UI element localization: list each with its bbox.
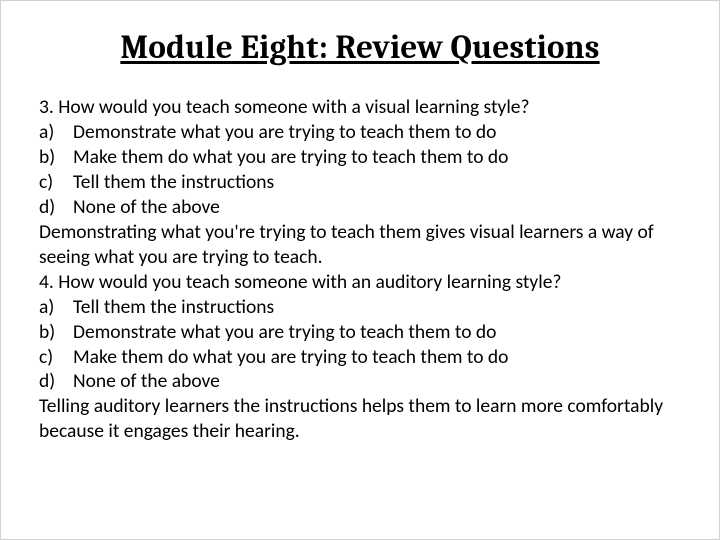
body-content: 3. How would you teach someone with a vi…	[39, 95, 681, 444]
option-text: None of the above	[73, 195, 220, 220]
option-text: None of the above	[73, 369, 220, 394]
question-4-option-b: b) Demonstrate what you are trying to te…	[39, 320, 681, 345]
question-3-option-b: b) Make them do what you are trying to t…	[39, 145, 681, 170]
option-letter: b)	[39, 145, 73, 170]
question-4-prompt: 4. How would you teach someone with an a…	[39, 270, 681, 295]
option-letter: a)	[39, 295, 73, 320]
option-letter: c)	[39, 345, 73, 370]
question-3-explanation: Demonstrating what you're trying to teac…	[39, 220, 681, 270]
question-3-prompt: 3. How would you teach someone with a vi…	[39, 95, 681, 120]
option-text: Tell them the instructions	[73, 295, 274, 320]
option-letter: c)	[39, 170, 73, 195]
question-3-option-c: c) Tell them the instructions	[39, 170, 681, 195]
option-letter: a)	[39, 120, 73, 145]
question-3-option-d: d) None of the above	[39, 195, 681, 220]
question-4-option-d: d) None of the above	[39, 369, 681, 394]
option-letter: b)	[39, 320, 73, 345]
option-text: Tell them the instructions	[73, 170, 274, 195]
page-title: Module Eight: Review Questions	[39, 29, 681, 67]
question-4-option-c: c) Make them do what you are trying to t…	[39, 345, 681, 370]
option-letter: d)	[39, 369, 73, 394]
question-4-explanation: Telling auditory learners the instructio…	[39, 394, 681, 444]
question-4-option-a: a) Tell them the instructions	[39, 295, 681, 320]
option-letter: d)	[39, 195, 73, 220]
option-text: Make them do what you are trying to teac…	[73, 345, 508, 370]
slide-container: Module Eight: Review Questions 3. How wo…	[0, 0, 720, 540]
option-text: Demonstrate what you are trying to teach…	[73, 120, 496, 145]
option-text: Demonstrate what you are trying to teach…	[73, 320, 496, 345]
option-text: Make them do what you are trying to teac…	[73, 145, 508, 170]
question-3-option-a: a) Demonstrate what you are trying to te…	[39, 120, 681, 145]
